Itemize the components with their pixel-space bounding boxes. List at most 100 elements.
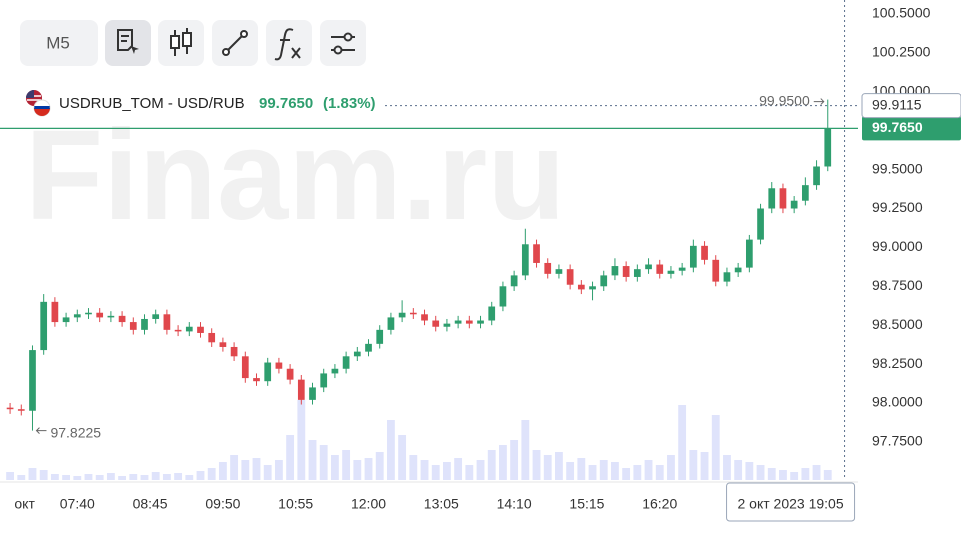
legend: USDRUB_TOM - USD/RUB 99.7650 (1.83%) (26, 90, 376, 117)
volume-bar (566, 462, 575, 480)
volume-bar (319, 445, 328, 480)
volume-bar (655, 465, 664, 480)
volume-bar (700, 452, 709, 480)
volume-bar (95, 475, 104, 480)
candle-body (174, 329, 182, 332)
volume-bar (62, 475, 71, 480)
y-tick-label: 99.2500 (872, 199, 923, 215)
plot-layer: 99.9500 97.8225 (0, 0, 858, 480)
candle-body (6, 407, 14, 410)
candle-body (566, 269, 574, 285)
candle-body (320, 373, 328, 388)
candle-body (376, 329, 384, 344)
candle-body (51, 301, 59, 323)
candle-body (465, 320, 473, 324)
volume-bar (431, 465, 440, 480)
candle-body (667, 270, 675, 274)
volume-bar (162, 474, 171, 480)
candle-body (645, 264, 652, 270)
candle-body (443, 323, 451, 327)
x-tick-label: окт (14, 496, 35, 512)
x-tick-label: 12:00 (351, 496, 386, 512)
volume-bar (196, 471, 205, 480)
y-tick-label: 98.7500 (872, 277, 923, 293)
candle-body (678, 267, 686, 271)
volume-bar (633, 465, 642, 480)
volume-bar (218, 462, 227, 480)
volume-bar (174, 473, 183, 480)
notes-button[interactable] (105, 20, 151, 66)
candle-body (309, 387, 316, 400)
candle-body (533, 244, 540, 263)
candle-body (197, 326, 204, 333)
y-tick-label: 99.0000 (872, 238, 923, 254)
candle-body (241, 356, 249, 379)
volume-bar (308, 440, 317, 480)
settings-button[interactable] (320, 20, 366, 66)
candle-body (454, 320, 462, 324)
y-tick-label: 98.2500 (872, 355, 923, 371)
candle-body (331, 368, 339, 374)
flag-ru (34, 106, 50, 109)
candle-body (219, 342, 227, 347)
y-tick-label: 100.2500 (872, 44, 931, 60)
volume-bar (252, 458, 261, 480)
draw-icon (240, 30, 248, 38)
volume-bar (644, 460, 653, 480)
y-tick-label: 99.5000 (872, 160, 923, 176)
volume-bar (711, 415, 720, 480)
volume-bar (241, 460, 250, 480)
candle-body (141, 318, 148, 330)
volume-bar (465, 465, 474, 480)
high-marker-arrow (813, 98, 825, 105)
candle-body (600, 275, 608, 287)
y-tick-label: 98.5000 (872, 316, 923, 332)
volume-bar (734, 460, 743, 480)
volume-bar (364, 458, 373, 480)
volume-bar (207, 468, 216, 480)
x-tick-label: 15:15 (569, 496, 604, 512)
low-marker-arrow (35, 427, 47, 434)
candle-body (477, 320, 484, 324)
volume-bar (39, 470, 48, 480)
volume-bar (487, 450, 496, 480)
timeframe-button[interactable] (20, 20, 98, 66)
volume-bar (555, 452, 563, 480)
candle-body (230, 346, 238, 357)
x-tick-label: 16:20 (642, 496, 677, 512)
candle-body (544, 262, 552, 274)
crosshair-price-label: 99.9115 (872, 96, 922, 112)
candle-body (118, 315, 126, 323)
y-tick-label: 97.7500 (872, 433, 923, 449)
toolbar: M5 (20, 20, 366, 66)
indicators-button[interactable] (266, 20, 312, 66)
candle-body (62, 317, 70, 323)
candle-body (365, 343, 372, 352)
candle-body (286, 368, 294, 380)
crosshair-time-box (726, 482, 856, 522)
settings-icon (343, 32, 353, 42)
volume-bar (50, 474, 59, 480)
volume-bar (723, 455, 731, 480)
volume-bar (577, 458, 586, 480)
candle-body (96, 312, 104, 318)
candle-body (342, 356, 350, 369)
volume-bar (823, 470, 832, 480)
candle-body (163, 314, 171, 330)
volume-bar (454, 458, 463, 480)
volume-bar (420, 460, 429, 480)
candles-icon (170, 35, 180, 49)
candle-body (208, 332, 216, 343)
candle-body (297, 379, 305, 400)
volume-bar (779, 470, 787, 480)
candle-body (611, 266, 619, 276)
volume-bar (443, 462, 451, 480)
volume-bar (17, 475, 26, 480)
volume-bar (286, 435, 295, 480)
candle-body (264, 362, 272, 382)
candles-button[interactable] (158, 20, 204, 66)
y-tick-label: 98.0000 (872, 394, 923, 410)
candle-body (107, 315, 115, 318)
candle-body (555, 269, 563, 274)
